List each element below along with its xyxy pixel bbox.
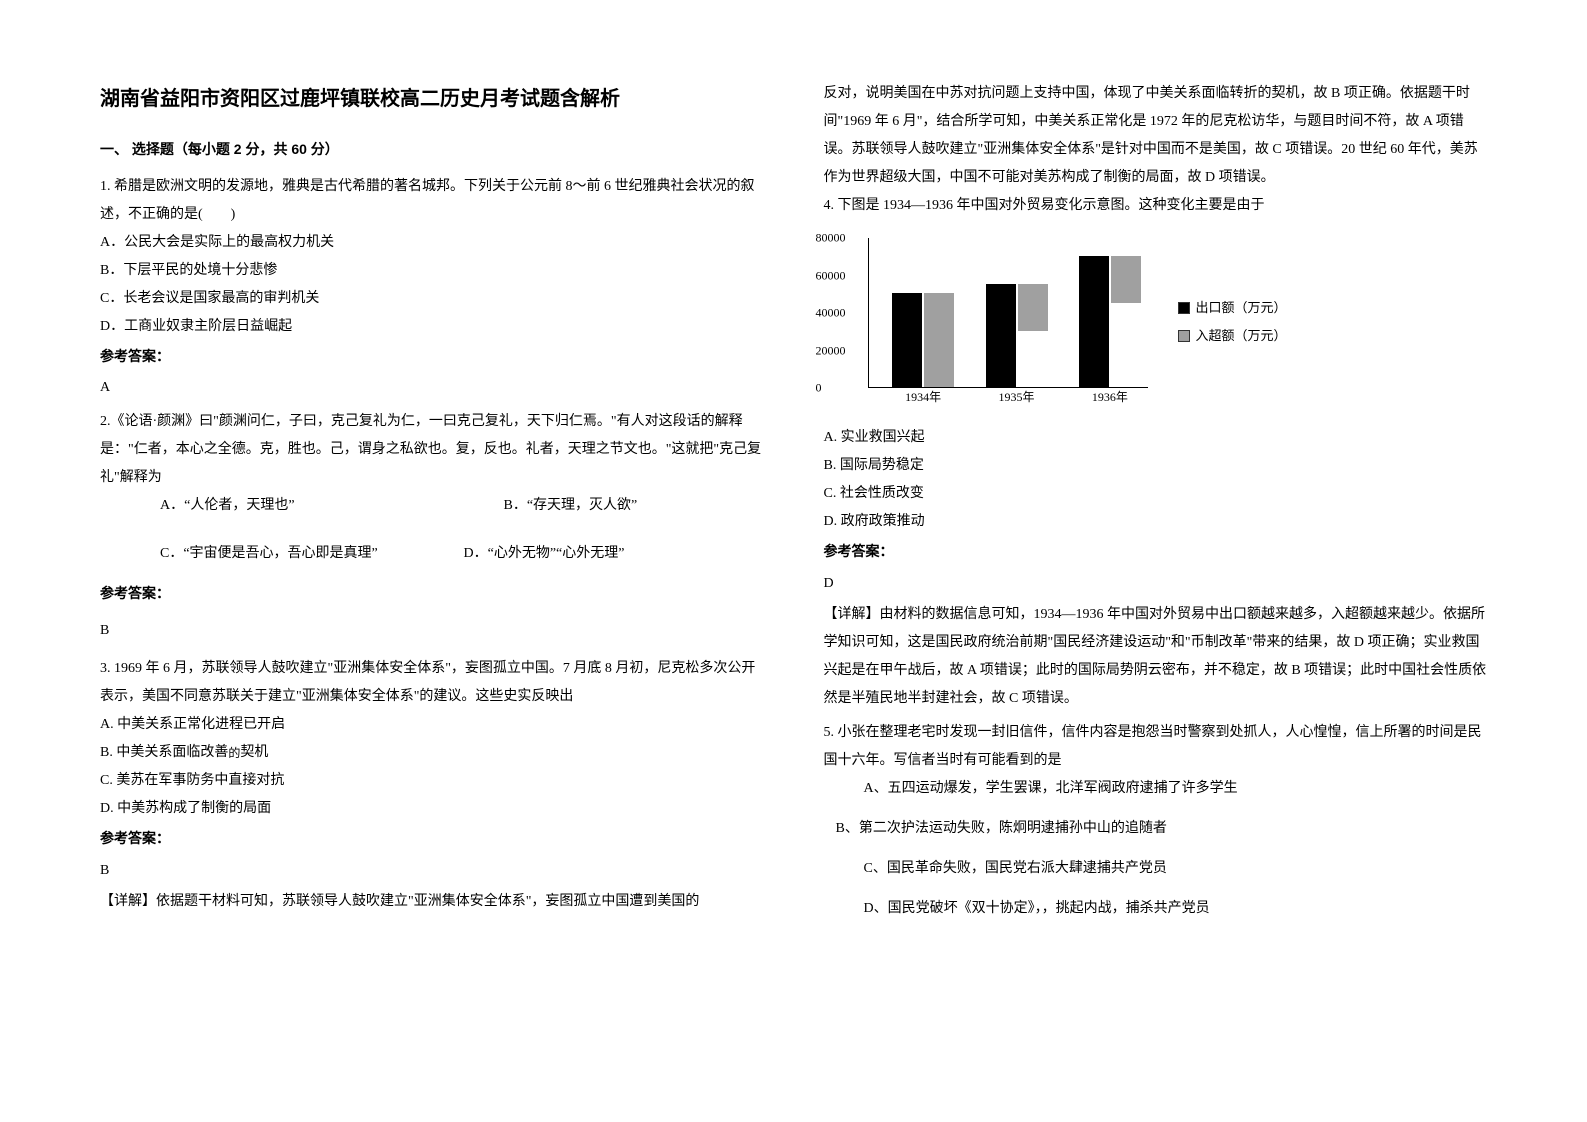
- legend-label-export: 出口额（万元）: [1196, 296, 1287, 321]
- chart-xtick-label: 1936年: [1092, 386, 1128, 409]
- left-column: 湖南省益阳市资阳区过鹿坪镇联校高二历史月考试题含解析 一、 选择题（每小题 2 …: [100, 80, 764, 935]
- q4-explanation: 【详解】由材料的数据信息可知，1934—1936 年中国对外贸易中出口额越来越多…: [824, 601, 1488, 713]
- q5-option-a: A、五四运动爆发，学生罢课，北洋军阀政府逮捕了许多学生: [864, 775, 1488, 803]
- q2-answer: B: [100, 618, 764, 645]
- q4-chart-container: 1934年1935年1936年 020000400006000080000 出口…: [824, 232, 1488, 412]
- q3-explanation-right: 反对，说明美国在中苏对抗问题上支持中国，体现了中美关系面临转折的契机，故 B 项…: [824, 80, 1488, 192]
- q4-chart: 1934年1935年1936年 020000400006000080000: [824, 232, 1164, 412]
- q4-chart-legend: 出口额（万元） 入超额（万元）: [1178, 293, 1287, 351]
- page-container: 湖南省益阳市资阳区过鹿坪镇联校高二历史月考试题含解析 一、 选择题（每小题 2 …: [100, 80, 1487, 935]
- q3-opt-b-post: 契机: [240, 745, 268, 760]
- q3-explanation-left: 【详解】依据题干材料可知，苏联领导人鼓吹建立"亚洲集体安全体系"，妄图孤立中国遭…: [100, 888, 764, 916]
- chart-ytick-label: 40000: [816, 302, 846, 325]
- q1-option-b: B．下层平民的处境十分悲惨: [100, 257, 764, 285]
- chart-bar-group: [1079, 256, 1141, 387]
- q4-text: 4. 下图是 1934—1936 年中国对外贸易变化示意图。这种变化主要是由于: [824, 192, 1488, 220]
- q1-option-c: C．长老会议是国家最高的审判机关: [100, 285, 764, 313]
- q2-answer-label: 参考答案：: [100, 582, 764, 609]
- chart-bar: [892, 293, 922, 387]
- exam-title: 湖南省益阳市资阳区过鹿坪镇联校高二历史月考试题含解析: [100, 80, 764, 118]
- q2-option-c: C．“宇宙便是吾心，吾心即是真理”: [160, 540, 420, 568]
- chart-bar: [1079, 256, 1109, 387]
- question-2: 2.《论语·颜渊》曰"颜渊问仁，子曰，克己复礼为仁，一曰克己复礼，天下归仁焉。"…: [100, 408, 764, 645]
- q5-text: 5. 小张在整理老宅时发现一封旧信件，信件内容是抱怨当时警察到处抓人，人心惶惶，…: [824, 719, 1488, 775]
- q4-chart-plot: 1934年1935年1936年: [868, 238, 1148, 388]
- q3-option-d: D. 中美苏构成了制衡的局面: [100, 795, 764, 823]
- chart-bar-group: [986, 284, 1048, 387]
- legend-item-import: 入超额（万元）: [1178, 324, 1287, 349]
- q3-answer: B: [100, 858, 764, 885]
- q2-text: 2.《论语·颜渊》曰"颜渊问仁，子曰，克己复礼为仁，一曰克己复礼，天下归仁焉。"…: [100, 408, 764, 492]
- q5-option-d: D、国民党破坏《双十协定》，，挑起内战，捕杀共产党员: [864, 895, 1488, 923]
- q5-option-c: C、国民革命失败，国民党右派大肆逮捕共产党员: [864, 855, 1488, 883]
- spacer: [100, 520, 764, 540]
- legend-item-export: 出口额（万元）: [1178, 296, 1287, 321]
- q2-option-row-1: A．“人伦者，天理也” B．“存天理，灭人欲”: [100, 492, 764, 520]
- q2-option-a: A．“人伦者，天理也”: [160, 492, 460, 520]
- legend-label-import: 入超额（万元）: [1196, 324, 1287, 349]
- q3-text: 3. 1969 年 6 月，苏联领导人鼓吹建立"亚洲集体安全体系"，妄图孤立中国…: [100, 655, 764, 711]
- q5-option-b: B、第二次护法运动失败，陈炯明逮捕孙中山的追随者: [836, 815, 1488, 843]
- question-5: 5. 小张在整理老宅时发现一封旧信件，信件内容是抱怨当时警察到处抓人，人心惶惶，…: [824, 719, 1488, 923]
- q4-answer-label: 参考答案：: [824, 540, 1488, 567]
- q3-option-a: A. 中美关系正常化进程已开启: [100, 711, 764, 739]
- chart-bar: [1111, 256, 1141, 303]
- right-column: 反对，说明美国在中苏对抗问题上支持中国，体现了中美关系面临转折的契机，故 B 项…: [824, 80, 1488, 935]
- q1-option-a: A．公民大会是实际上的最高权力机关: [100, 229, 764, 257]
- question-4: 4. 下图是 1934—1936 年中国对外贸易变化示意图。这种变化主要是由于 …: [824, 192, 1488, 713]
- legend-swatch-export: [1178, 302, 1190, 314]
- chart-ytick-label: 80000: [816, 227, 846, 250]
- question-3: 3. 1969 年 6 月，苏联领导人鼓吹建立"亚洲集体安全体系"，妄图孤立中国…: [100, 655, 764, 916]
- q2-option-b: B．“存天理，灭人欲”: [504, 492, 638, 520]
- legend-swatch-import: [1178, 330, 1190, 342]
- q3-answer-label: 参考答案：: [100, 827, 764, 854]
- q2-option-d: D．“心外无物”“心外无理”: [464, 540, 625, 568]
- q1-answer: A: [100, 375, 764, 402]
- section-header: 一、 选择题（每小题 2 分，共 60 分）: [100, 136, 764, 163]
- q1-text: 1. 希腊是欧洲文明的发源地，雅典是古代希腊的著名城邦。下列关于公元前 8～前 …: [100, 173, 764, 229]
- chart-ytick-label: 20000: [816, 339, 846, 362]
- q5-option-list: A、五四运动爆发，学生罢课，北洋军阀政府逮捕了许多学生 B、第二次护法运动失败，…: [824, 775, 1488, 923]
- chart-xtick-label: 1935年: [998, 386, 1034, 409]
- q3-opt-b-sup: 的: [228, 746, 240, 760]
- q4-option-b: B. 国际局势稳定: [824, 452, 1488, 480]
- chart-ytick-label: 60000: [816, 264, 846, 287]
- q3-option-b: B. 中美关系面临改善的契机: [100, 739, 764, 767]
- chart-bar-group: [892, 293, 954, 387]
- q4-option-a: A. 实业救国兴起: [824, 424, 1488, 452]
- q1-answer-label: 参考答案：: [100, 345, 764, 372]
- chart-ytick-label: 0: [816, 377, 822, 400]
- chart-xtick-label: 1934年: [905, 386, 941, 409]
- chart-bar: [986, 284, 1016, 387]
- q4-answer: D: [824, 571, 1488, 598]
- question-1: 1. 希腊是欧洲文明的发源地，雅典是古代希腊的著名城邦。下列关于公元前 8～前 …: [100, 173, 764, 402]
- q3-opt-b-pre: B. 中美关系面临改善: [100, 745, 228, 760]
- q1-option-d: D．工商业奴隶主阶层日益崛起: [100, 313, 764, 341]
- q4-option-d: D. 政府政策推动: [824, 508, 1488, 536]
- chart-bar: [924, 293, 954, 387]
- q4-option-c: C. 社会性质改变: [824, 480, 1488, 508]
- q3-option-c: C. 美苏在军事防务中直接对抗: [100, 767, 764, 795]
- chart-bar: [1018, 284, 1048, 331]
- q2-option-row-2: C．“宇宙便是吾心，吾心即是真理” D．“心外无物”“心外无理”: [100, 540, 764, 568]
